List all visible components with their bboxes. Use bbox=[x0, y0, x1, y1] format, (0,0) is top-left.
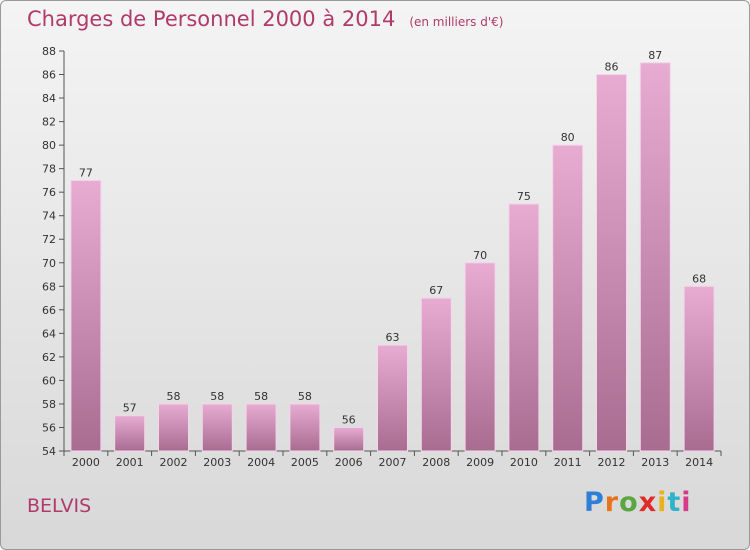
x-tick-label: 2003 bbox=[203, 456, 231, 469]
y-tick-label: 88 bbox=[42, 45, 56, 58]
y-tick-label: 68 bbox=[42, 280, 56, 293]
logo-letter: r bbox=[604, 487, 620, 518]
x-tick-label: 2001 bbox=[116, 456, 144, 469]
y-tick-label: 56 bbox=[42, 421, 56, 434]
x-tick-label: 2007 bbox=[379, 456, 407, 469]
bar bbox=[245, 403, 277, 452]
logo-letter: o bbox=[619, 487, 639, 518]
chart-bars: 77 57 58 58 58 58 56 63 67 70 75 80 86 87 68 bbox=[70, 49, 715, 452]
proxiti-logo: Proxiti bbox=[584, 487, 692, 518]
x-tick-label: 2009 bbox=[466, 456, 494, 469]
bar bbox=[289, 403, 321, 452]
x-tick-label: 2012 bbox=[598, 456, 626, 469]
bar-value-label: 56 bbox=[342, 413, 356, 426]
bar-value-label: 75 bbox=[517, 190, 531, 203]
y-tick-label: 84 bbox=[42, 92, 56, 105]
y-tick-label: 70 bbox=[42, 257, 56, 270]
bar bbox=[464, 262, 496, 452]
logo-letter: i bbox=[657, 487, 668, 518]
y-tick-label: 80 bbox=[42, 139, 56, 152]
x-tick-label: 2010 bbox=[510, 456, 538, 469]
bar bbox=[420, 297, 452, 452]
bar-value-label: 70 bbox=[473, 249, 487, 262]
y-tick-label: 72 bbox=[42, 233, 56, 246]
bar bbox=[333, 426, 365, 452]
bar bbox=[70, 179, 102, 452]
logo-letter: x bbox=[638, 487, 658, 518]
bar-value-label: 87 bbox=[648, 49, 662, 62]
chart-title: Charges de Personnel 2000 à 2014 (en mill… bbox=[27, 7, 503, 31]
bar-value-label: 58 bbox=[298, 390, 312, 403]
bar bbox=[596, 74, 627, 452]
x-tick-label: 2000 bbox=[72, 456, 100, 469]
bar bbox=[552, 144, 584, 452]
chart-unit: (en milliers d'€) bbox=[409, 15, 504, 29]
bar-value-label: 68 bbox=[692, 272, 706, 285]
bar bbox=[639, 62, 671, 452]
bar-value-label: 58 bbox=[167, 390, 181, 403]
x-tick-label: 2011 bbox=[554, 456, 582, 469]
x-tick-label: 2004 bbox=[247, 456, 275, 469]
bar bbox=[508, 203, 540, 452]
x-tick-label: 2008 bbox=[422, 456, 450, 469]
bar-value-label: 77 bbox=[79, 166, 93, 179]
bar-value-label: 63 bbox=[386, 331, 400, 344]
y-tick-label: 86 bbox=[42, 69, 56, 82]
logo-letter: P bbox=[584, 487, 605, 518]
y-tick-label: 64 bbox=[42, 327, 56, 340]
y-tick-label: 76 bbox=[42, 186, 56, 199]
bar bbox=[201, 403, 233, 452]
x-tick-label: 2005 bbox=[291, 456, 319, 469]
y-tick-label: 62 bbox=[42, 351, 56, 364]
x-tick-label: 2002 bbox=[160, 456, 188, 469]
x-tick-label: 2014 bbox=[685, 456, 713, 469]
logo-letter: i bbox=[681, 487, 692, 518]
bar bbox=[683, 285, 715, 452]
y-tick-label: 58 bbox=[42, 398, 56, 411]
bar-value-label: 86 bbox=[605, 61, 619, 74]
chart-axes: 54 56 58 60 62 64 66 68 70 72 74 76 78 80 82 84 86 88 2000… bbox=[42, 45, 722, 469]
bar-value-label: 80 bbox=[561, 131, 575, 144]
y-tick-label: 74 bbox=[42, 210, 56, 223]
bar bbox=[158, 403, 189, 452]
place-name: BELVIS bbox=[27, 495, 92, 517]
chart-title-text: Charges de Personnel 2000 à 2014 bbox=[27, 7, 396, 31]
y-tick-label: 60 bbox=[42, 374, 56, 387]
bar-value-label: 58 bbox=[210, 390, 224, 403]
bar-value-label: 67 bbox=[429, 284, 443, 297]
y-tick-label: 78 bbox=[42, 163, 56, 176]
bar-value-label: 58 bbox=[254, 390, 268, 403]
y-tick-label: 82 bbox=[42, 116, 56, 129]
y-tick-label: 54 bbox=[42, 445, 56, 458]
bar bbox=[377, 344, 408, 452]
y-tick-label: 66 bbox=[42, 304, 56, 317]
logo-letter: t bbox=[667, 487, 682, 518]
x-tick-label: 2013 bbox=[641, 456, 669, 469]
x-tick-label: 2006 bbox=[335, 456, 363, 469]
bar bbox=[114, 415, 146, 452]
bar-value-label: 57 bbox=[123, 402, 137, 415]
